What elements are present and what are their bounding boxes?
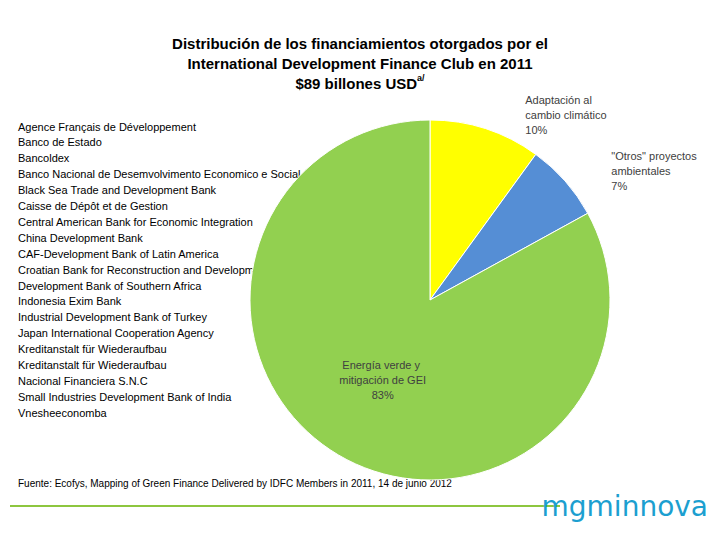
svg-text:Banco Nacional de Desemvolvime: Banco Nacional de Desemvolvimento Econom… <box>18 168 300 180</box>
svg-text:a/: a/ <box>417 73 425 83</box>
svg-text:CAF-Development Bank of Latin: CAF-Development Bank of Latin America <box>18 248 219 260</box>
svg-text:ambientales: ambientales <box>611 165 671 177</box>
svg-text:Central American Bank for Econ: Central American Bank for Economic Integ… <box>18 216 253 228</box>
svg-text:Banco de Estado: Banco de Estado <box>18 136 102 148</box>
svg-text:Development Bank of Southern A: Development Bank of Southern Africa <box>18 280 202 292</box>
svg-text:Nacional Financiera S.N.C: Nacional Financiera S.N.C <box>18 375 148 387</box>
svg-text:Energía verde y: Energía verde y <box>342 359 423 371</box>
svg-text:Kreditanstalt für Wiederaufbau: Kreditanstalt für Wiederaufbau <box>18 359 167 371</box>
svg-text:Indonesia Exim Bank: Indonesia Exim Bank <box>18 295 122 307</box>
svg-text:International Development Fina: International Development Finance Club e… <box>187 55 532 72</box>
svg-text:Agence Français de Développeme: Agence Français de Développement <box>18 121 196 133</box>
svg-text:7%: 7% <box>611 180 627 192</box>
svg-text:Adaptación al: Adaptación al <box>525 94 595 106</box>
svg-text:Vnesheeconomba: Vnesheeconomba <box>18 407 108 419</box>
svg-text:Caisse de Dépôt et de Gestion: Caisse de Dépôt et de Gestion <box>18 200 168 212</box>
svg-text:cambio climático: cambio climático <box>525 109 606 121</box>
svg-text:83%: 83% <box>372 389 394 401</box>
svg-text:Kreditanstalt für Wiederaufbau: Kreditanstalt für Wiederaufbau <box>18 343 167 355</box>
svg-text:Industrial Development Bank of: Industrial Development Bank of Turkey <box>18 311 207 323</box>
svg-text:Distribución de los financiami: Distribución de los financiamientos otor… <box>172 35 548 52</box>
svg-text:"Otros" proyectos: "Otros" proyectos <box>611 150 700 162</box>
svg-text:Small Industries Development B: Small Industries Development Bank of Ind… <box>18 391 232 403</box>
svg-text:$89 billones USD: $89 billones USD <box>295 75 417 92</box>
svg-text:Black Sea Trade and Developmen: Black Sea Trade and Development Bank <box>18 184 217 196</box>
svg-text:10%: 10% <box>525 124 547 136</box>
svg-text:Fuente: Ecofys, Mapping of Gre: Fuente: Ecofys, Mapping of Green Finance… <box>18 478 452 489</box>
svg-text:Croatian Bank for Reconstructi: Croatian Bank for Reconstruction and Dev… <box>18 264 269 276</box>
svg-text:Bancoldex: Bancoldex <box>18 152 70 164</box>
svg-text:China Development Bank: China Development Bank <box>18 232 143 244</box>
svg-text:Japan International Cooperatio: Japan International Cooperation Agency <box>18 327 214 339</box>
svg-text:mgminnova: mgminnova <box>542 490 708 523</box>
svg-text:mitigación de GEI: mitigación de GEI <box>339 374 426 386</box>
